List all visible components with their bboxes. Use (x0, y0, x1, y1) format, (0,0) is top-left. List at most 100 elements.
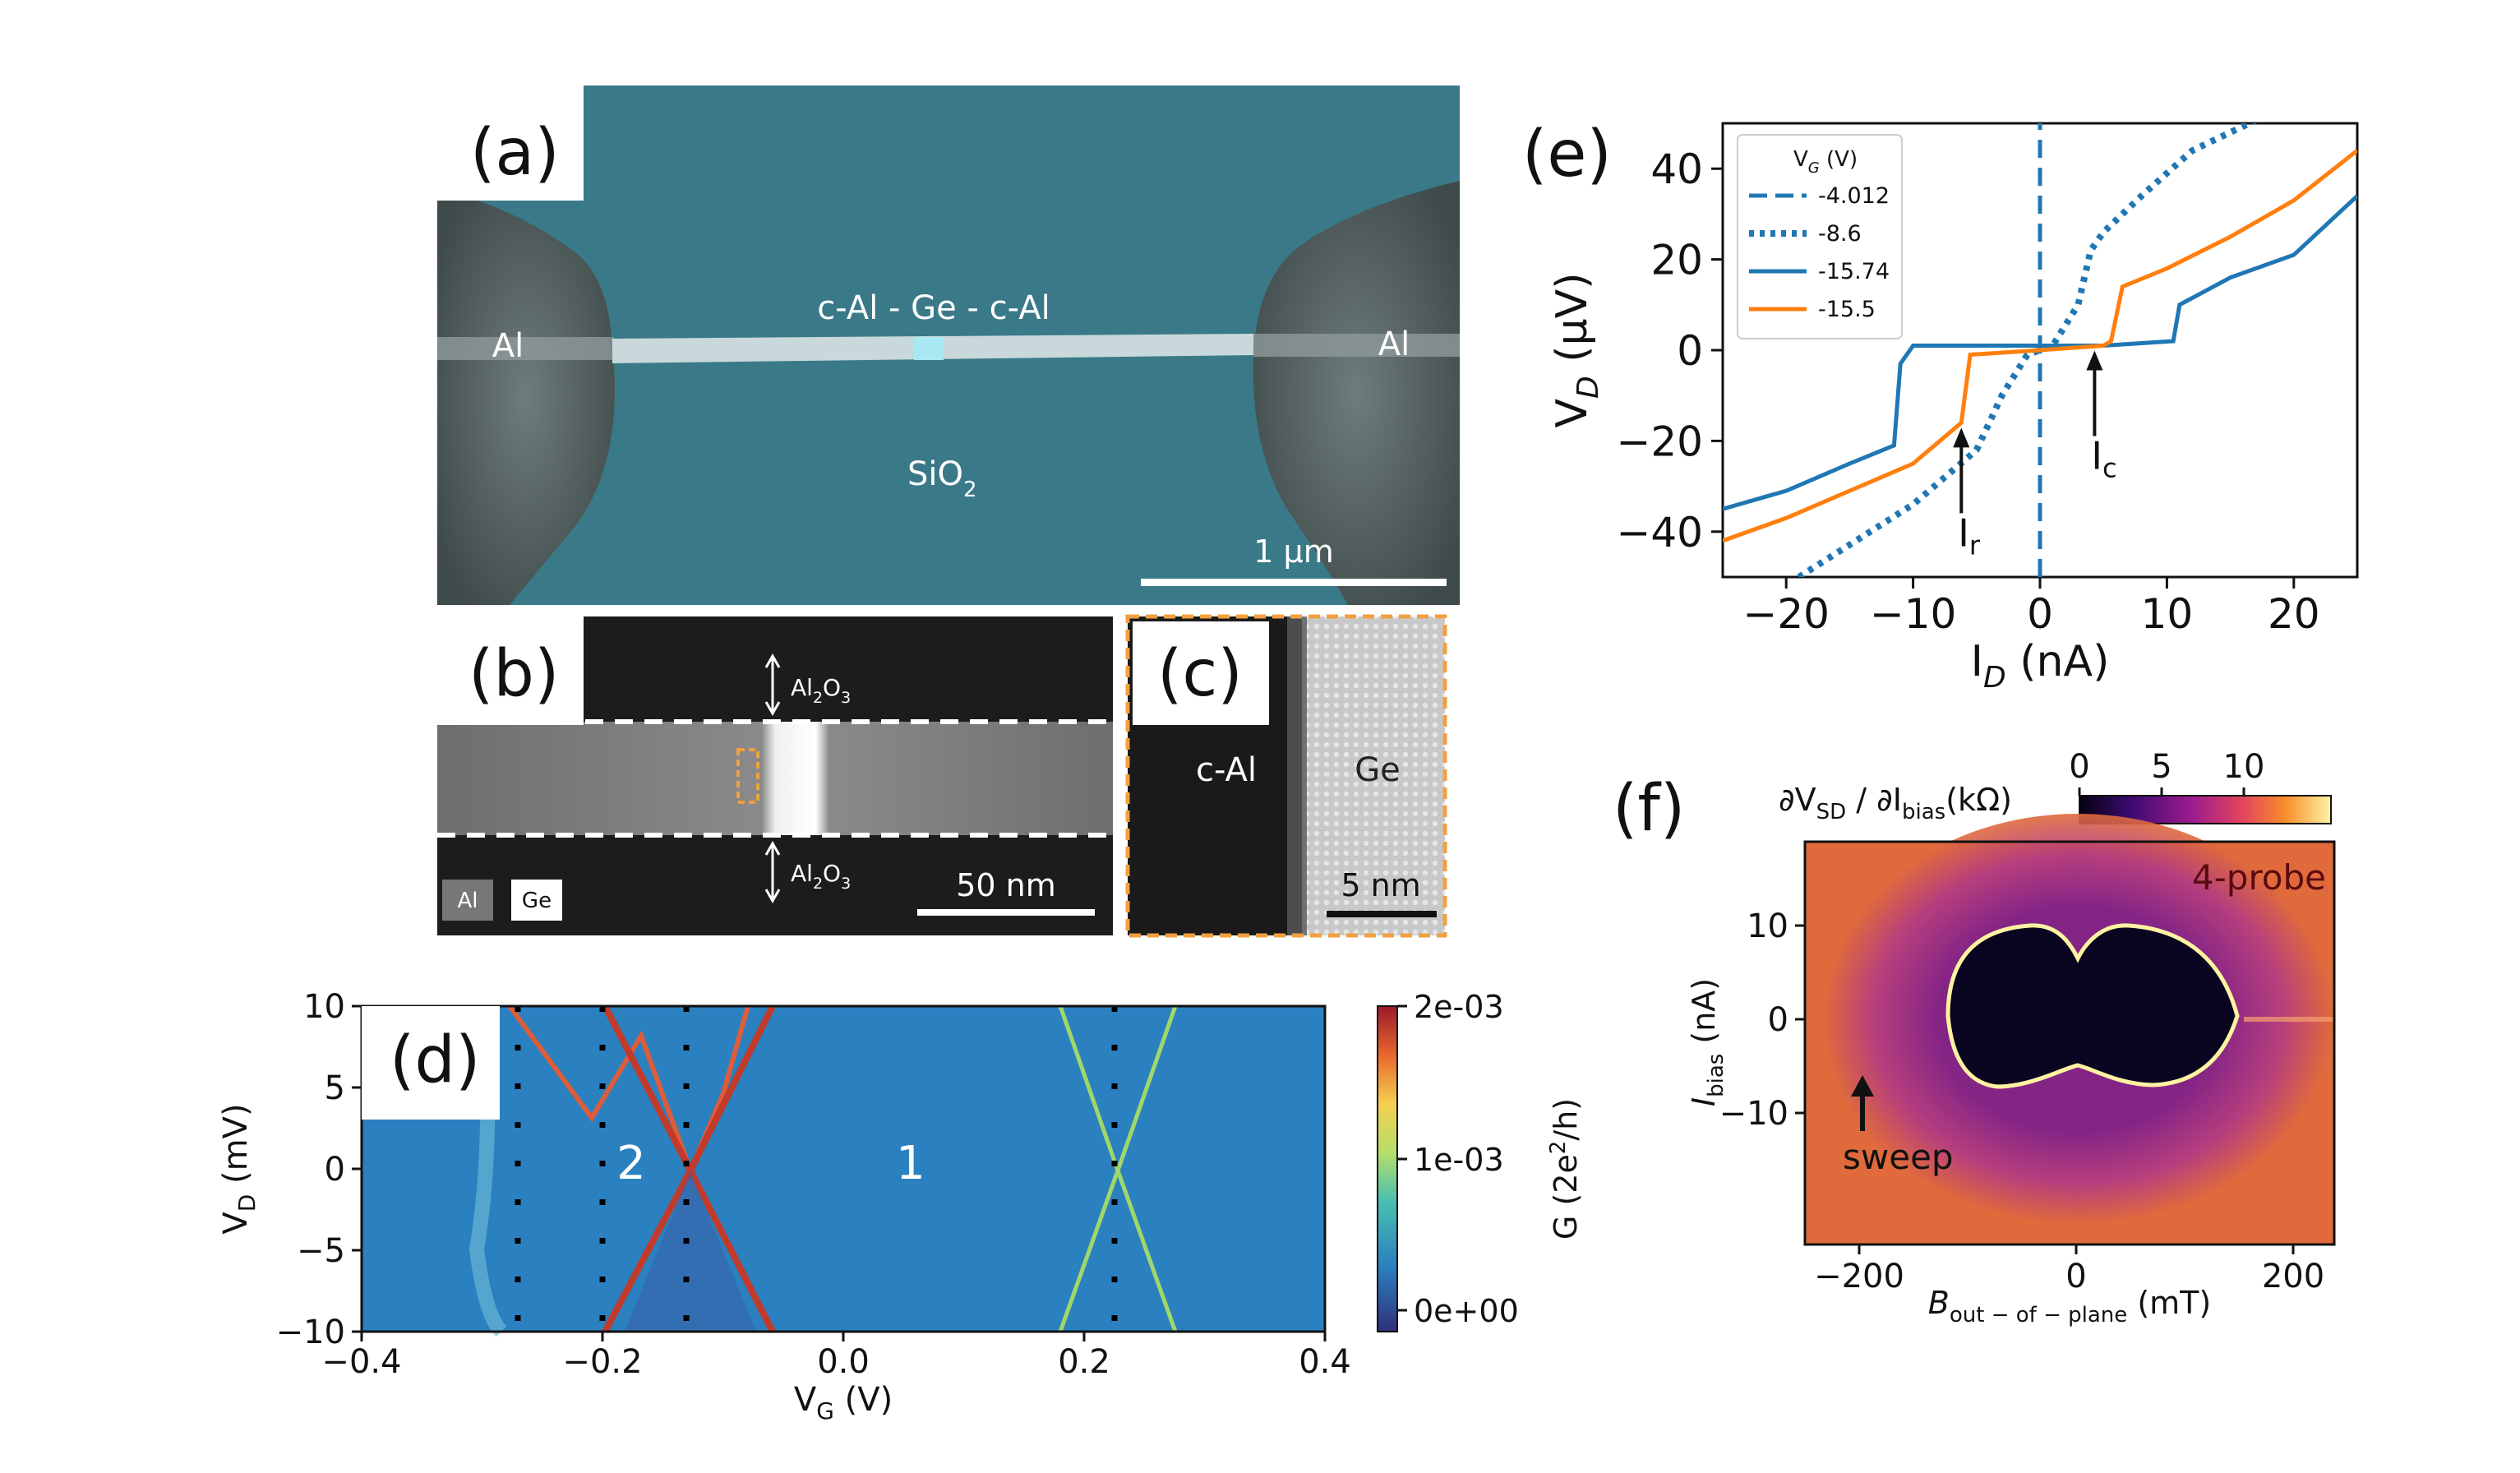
x-tick-label-d: 0.2 (1058, 1343, 1110, 1381)
panel-tag-f: (f) (1613, 772, 1685, 846)
x-label-f: Bout − of − plane (mT) (1928, 1285, 2211, 1328)
x-label-e: ID (nA) (1971, 637, 2110, 695)
legend-e (1737, 134, 1903, 339)
panel-tag-e: (e) (1522, 118, 1612, 192)
scale-bar-c (1327, 911, 1437, 917)
legend-ge: Ge (522, 889, 552, 913)
panel-tag-a: (a) (470, 116, 560, 190)
x-tick-label-d: −0.4 (321, 1343, 401, 1381)
cbar-tick-label-f: 0 (2069, 748, 2089, 786)
y-ticks-f: 10 0 −10 (1719, 907, 1805, 1133)
c-al-label: c-Al (1196, 751, 1257, 789)
annotation-arrowhead-e (2086, 350, 2103, 371)
x-tick-label-f: −200 (1814, 1258, 1904, 1295)
panel-e: (e) −20 −10 0 10 20 40 20 0 −20 −40 VG (V) -4.01… (1522, 118, 2359, 695)
legend-label-e: -15.5 (1818, 297, 1876, 322)
green-diamond-bottom (1058, 1164, 1178, 1332)
y-tick-label-d: 10 (303, 988, 345, 1026)
cbar-tick-label-f: 10 (2223, 748, 2265, 786)
interface (1287, 616, 1307, 935)
y-tick-label-e: −40 (1616, 509, 1703, 556)
superconducting-region (1945, 923, 2240, 1089)
annotation-label-e: Ic (2091, 433, 2116, 483)
y-tick-label-f: 0 (1768, 1001, 1788, 1039)
tag-box-c (1133, 621, 1269, 725)
cbar-tick-label-f: 5 (2151, 748, 2172, 786)
x-tick-label-e: −20 (1742, 590, 1830, 638)
x-tick-label-e: 20 (2268, 590, 2320, 638)
right-lead-shape (1253, 181, 1460, 605)
x-tick-label-d: −0.2 (562, 1343, 642, 1381)
scale-label-a: 1 μm (1253, 533, 1333, 570)
right-lead-strip (1253, 334, 1460, 357)
legend-title-e: VG (V) (1793, 147, 1858, 177)
left-lead-label: Al (492, 327, 524, 365)
panel-f: (f) 0 5 10 ∂VSD / ∂Ibias(kΩ) 4-probe sweep… (1613, 748, 2336, 1328)
y-tick-label-e: 20 (1650, 237, 1703, 284)
legend-label-e: -4.012 (1818, 183, 1890, 209)
colorbar-ticks-d: 2e-03 1e-03 0e+00 (1397, 989, 1519, 1329)
annotation-label-e: Ir (1958, 510, 1981, 561)
oxide-label-top: Al2O3 (791, 674, 851, 707)
right-lead-label: Al (1378, 326, 1410, 363)
diamond-fill (625, 1171, 756, 1332)
y-tick-label-f: 10 (1747, 907, 1788, 945)
colormap-d (362, 1006, 1325, 1332)
panel-c: (c) c-Al Ge 5 nm (1125, 614, 1447, 938)
scale-bar-b (917, 909, 1095, 916)
y-label-e: VD (μV) (1548, 272, 1605, 427)
colorbar-d (1377, 1005, 1398, 1332)
panel-tag-c: (c) (1157, 637, 1243, 711)
y-label-f: Ibias (nA) (1686, 978, 1728, 1106)
panel-tag-b: (b) (468, 637, 559, 711)
substrate-label: SiO2 (907, 455, 977, 502)
x-tick-label-e: −10 (1870, 590, 1957, 638)
peak-lines-left (507, 1004, 750, 1178)
probe-label: 4-probe (2192, 857, 2326, 898)
ge-lattice (1302, 616, 1445, 935)
legend-al-box (442, 880, 493, 921)
cbar-tick-label-d: 0e+00 (1414, 1293, 1519, 1329)
iv-curves (1723, 123, 2357, 577)
x-tick-label-e: 0 (2027, 590, 2053, 638)
legend-al: Al (457, 889, 478, 913)
tag-box-b (437, 616, 584, 725)
oxide-label-bottom: Al2O3 (791, 860, 851, 893)
x-tick-label-f: 200 (2262, 1258, 2324, 1295)
legend-label-e: -8.6 (1818, 221, 1862, 247)
colorbar-title-f: ∂VSD / ∂Ibias(kΩ) (1779, 782, 2012, 824)
cbar-tick-label-d: 2e-03 (1414, 989, 1504, 1025)
tag-box-a (437, 85, 584, 201)
annotation-arrowhead-e (1953, 427, 1970, 448)
left-lead-shape (437, 189, 615, 605)
x-tick-label-e: 10 (2141, 590, 2194, 638)
y-ticks-e: 40 20 0 −20 −40 (1616, 145, 1723, 556)
x-ticks-d: −0.4 −0.2 0.0 0.2 0.4 (321, 1332, 1351, 1381)
panel-b: Al2O3 Al2O3 (b) Al Ge 50 nm (437, 616, 1113, 935)
colorbar-ticks-f: 0 5 10 (2069, 748, 2264, 796)
panel-tag-d: (d) (390, 1023, 480, 1097)
series-line-2 (1723, 194, 2357, 511)
legend-entries-e: -4.012 -8.6 -15.74 -15.5 (1749, 183, 1890, 322)
scale-bar-a (1141, 579, 1447, 586)
y-ticks-d: 10 5 0 −5 −10 (276, 988, 362, 1351)
y-tick-label-d: −10 (276, 1314, 345, 1351)
x-ticks-e: −20 −10 0 10 20 (1742, 577, 2320, 638)
region-2-label: 2 (616, 1137, 646, 1190)
colorbar-label-d: G (2e2/h) (1546, 1098, 1584, 1240)
axes-frame-f (1803, 840, 2336, 1246)
y-tick-label-d: −5 (297, 1232, 345, 1270)
region-1-label: 1 (896, 1137, 925, 1190)
ge-segment (914, 337, 944, 360)
legend-ge-box (511, 880, 562, 921)
x-tick-label-d: 0.4 (1299, 1343, 1351, 1381)
series-line-1 (1797, 123, 2258, 577)
x-tick-label-f: 0 (2065, 1258, 2086, 1295)
device-label: c-Al - Ge - c-Al (817, 289, 1050, 327)
y-tick-label-e: 40 (1650, 145, 1703, 193)
ge-label: Ge (1355, 751, 1401, 789)
legend-label-e: -15.74 (1818, 259, 1890, 284)
sweep-label: sweep (1843, 1137, 1954, 1177)
scale-label-b: 50 nm (956, 867, 1056, 903)
